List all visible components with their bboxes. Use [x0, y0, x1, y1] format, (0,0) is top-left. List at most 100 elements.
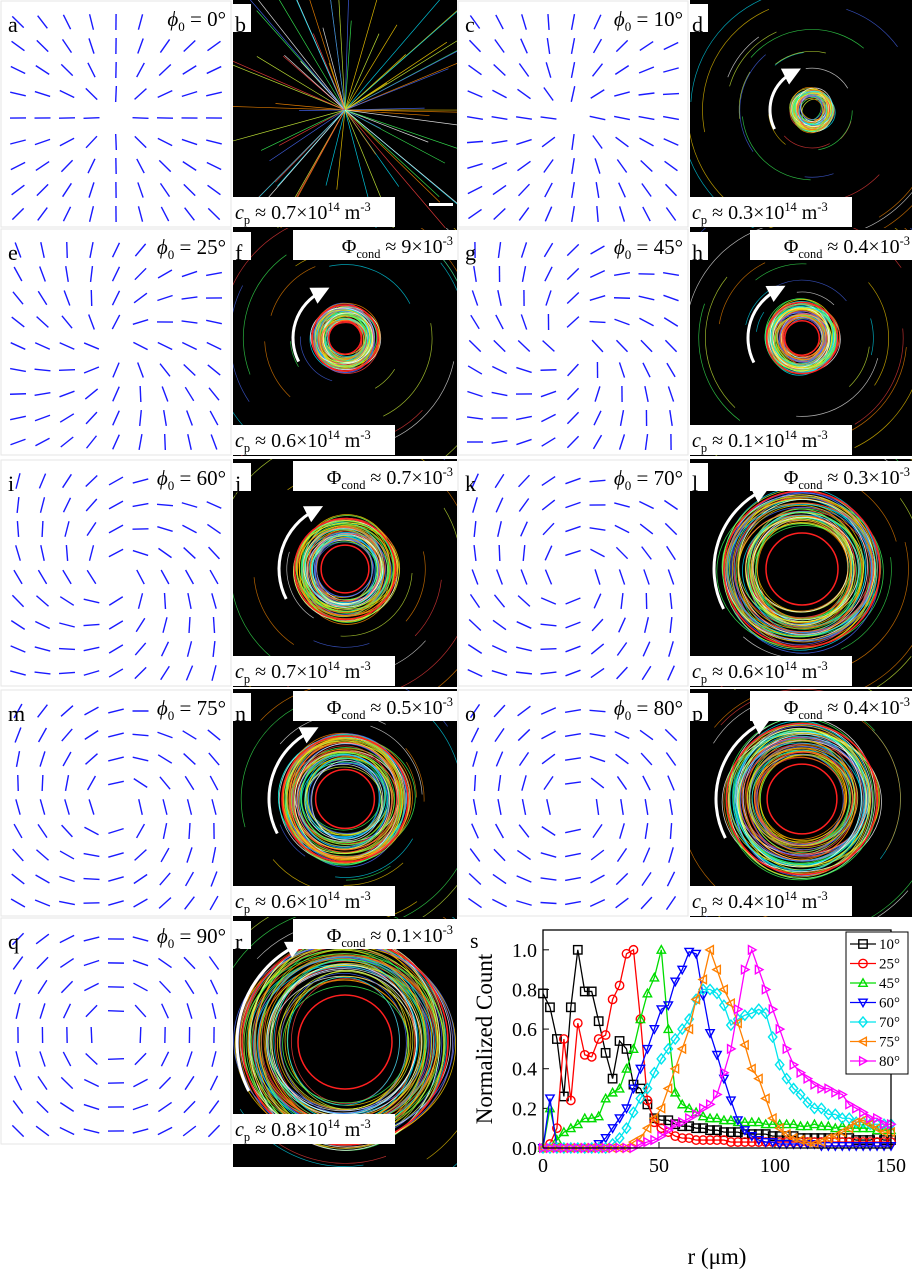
figure: aϕ0= 0°bcp≈ 0.7×1014m-3cϕ0= 10°dcp≈ 0.3×…: [0, 0, 912, 1276]
director-segment: [133, 118, 149, 119]
phi-cond-label-part: -3: [900, 234, 910, 248]
panel-label: g: [465, 240, 476, 265]
phi0-label: ϕ0= 60°: [157, 466, 226, 493]
cp-label-part: ≈ 0.6×10: [255, 891, 327, 913]
phi0-label: ϕ0= 75°: [157, 696, 226, 723]
phi0-label-part: 0: [168, 708, 175, 723]
cp-label-part: 14: [784, 200, 796, 214]
cp-label-part: m: [802, 430, 818, 452]
phi0-label-part: ϕ: [614, 235, 625, 259]
cp-label-part: 14: [784, 428, 796, 442]
y-tick-label: 1.0: [512, 940, 537, 962]
director-segment: [189, 823, 190, 839]
director-panel: iϕ0= 60°: [1, 460, 231, 686]
cp-label-part: m: [802, 202, 818, 224]
panel-frame: [1, 918, 231, 1144]
cp-label-part: ≈ 0.1×10: [712, 430, 784, 452]
cp-label-part: 14: [327, 659, 339, 673]
cp-label: cp≈ 0.4×1014m-3: [692, 889, 828, 916]
legend-label: 45°: [879, 976, 900, 992]
phi0-label-part: = 90°: [180, 924, 227, 948]
panel-label: k: [465, 471, 476, 496]
phi0-label-part: 0: [625, 247, 632, 262]
cp-label-part: p: [244, 672, 250, 686]
cp-label-part: -3: [817, 659, 827, 673]
cp-label: cp≈ 0.3×1014m-3: [692, 200, 828, 227]
panel-label: p: [692, 701, 703, 726]
legend-label: 75°: [879, 1035, 900, 1051]
director-panel: aϕ0= 0°: [1, 1, 231, 227]
director-panel: oϕ0= 80°: [458, 690, 688, 916]
phi-cond-label-part: cond: [341, 478, 366, 492]
director-segment: [91, 1027, 92, 1043]
legend-label: 80°: [879, 1054, 900, 1070]
micrograph-bg: [690, 0, 912, 228]
y-tick-label: 0.2: [512, 1098, 537, 1120]
phi-cond-label-part: -3: [900, 465, 910, 479]
phi-cond-label-part: Φ: [327, 697, 342, 719]
image-panel: dcp≈ 0.3×1014m-3: [683, 0, 912, 248]
phi0-label-part: 0: [625, 708, 632, 723]
cp-label-part: m: [345, 661, 361, 683]
phi0-label-part: 0: [178, 19, 185, 34]
micrograph-bg: [233, 228, 457, 456]
x-axis-title: r (μm): [688, 1244, 747, 1269]
cp-label: cp≈ 0.8×1014m-3: [235, 1117, 371, 1144]
phi-cond-label-part: Φ: [327, 925, 342, 947]
chart: s0.00.20.40.60.81.0050100150Normalized C…: [470, 928, 908, 1269]
series-line: [543, 989, 891, 1148]
phi-cond-label-part: ≈ 0.3×10: [827, 467, 899, 489]
director-segment: [108, 1059, 124, 1060]
cp-label-part: p: [244, 213, 250, 227]
cp-label-part: -3: [817, 200, 827, 214]
panel-label: b: [235, 12, 246, 37]
phi-cond-label-part: ≈ 0.4×10: [827, 236, 899, 258]
director-segment: [84, 118, 100, 119]
cp-label-part: c: [235, 891, 244, 913]
director-panel: qϕ0= 90°: [1, 918, 231, 1144]
cp-label-part: m: [802, 891, 818, 913]
cp-label-part: ≈ 0.7×10: [255, 661, 327, 683]
phi-cond-label-part: Φ: [342, 236, 357, 258]
phi0-label-part: ϕ: [157, 466, 168, 490]
director-segment: [116, 134, 117, 150]
cp-label-part: -3: [360, 889, 370, 903]
micrograph-bg: [233, 0, 457, 228]
phi0-label-part: 0: [625, 19, 632, 34]
series-line: [543, 950, 891, 1140]
cp-label: cp≈ 0.7×1014m-3: [235, 200, 371, 227]
panel-frame: [1, 460, 231, 686]
phi0-label-part: 0: [625, 478, 632, 493]
phi-cond-label-part: -3: [443, 923, 453, 937]
director-segment: [590, 322, 606, 323]
cp-label-part: 14: [327, 200, 339, 214]
director-segment: [108, 1011, 124, 1012]
panel-label: n: [235, 701, 246, 726]
cp-label-part: -3: [360, 1117, 370, 1131]
cp-label-part: ≈ 0.4×10: [712, 891, 784, 913]
legend-label: 70°: [879, 1015, 900, 1031]
phi0-label-part: = 45°: [637, 235, 684, 259]
cp-label-part: -3: [360, 659, 370, 673]
phi-cond-label-part: ≈ 9×10: [385, 236, 442, 258]
phi-cond-label-part: ≈ 0.7×10: [370, 467, 442, 489]
director-panel: eϕ0= 25°: [1, 229, 231, 455]
cp-label-part: ≈ 0.7×10: [255, 202, 327, 224]
y-tick-label: 0.0: [512, 1138, 537, 1160]
phi0-label-part: = 10°: [637, 7, 684, 31]
phi0-label-part: = 80°: [637, 696, 684, 720]
phi-cond-label-part: cond: [356, 247, 381, 261]
panel-label: f: [235, 240, 243, 265]
cp-label-part: -3: [360, 200, 370, 214]
cp-label-part: p: [244, 1130, 250, 1144]
image-panel: fΦcond≈ 9×10-3cp≈ 0.6×1014m-3: [189, 183, 500, 494]
director-segment: [67, 242, 68, 258]
panel-label: l: [692, 471, 698, 496]
phi0-label: ϕ0= 0°: [167, 7, 226, 34]
cp-label-part: m: [345, 430, 361, 452]
director-segment: [10, 394, 26, 395]
cp-label-part: p: [701, 213, 707, 227]
x-tick-label: 0: [538, 1155, 548, 1177]
panel-label: c: [465, 12, 475, 37]
director-panel: cϕ0= 10°: [458, 1, 688, 227]
